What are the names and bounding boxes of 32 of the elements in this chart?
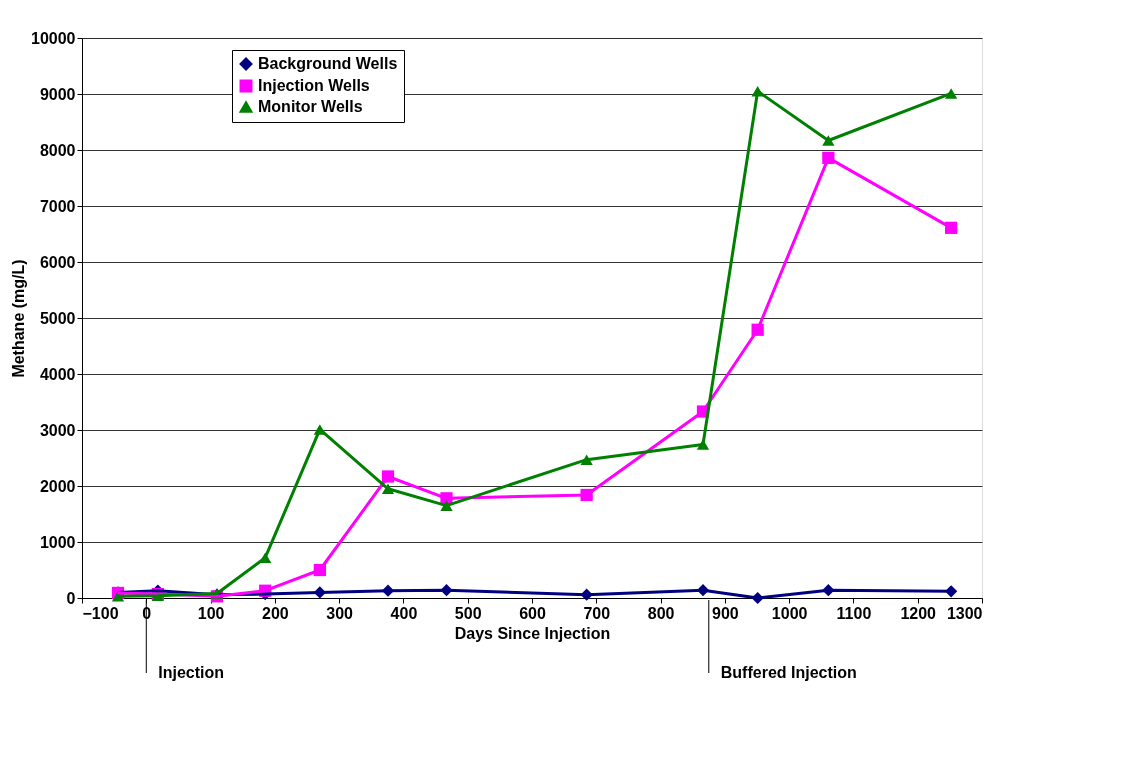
y-tick-label: 0: [66, 589, 76, 607]
ref-line-label: Injection: [158, 664, 225, 681]
legend-label: Injection Wells: [258, 77, 370, 94]
y-tick-label: 7000: [39, 197, 76, 215]
y-tick-label: 9000: [39, 85, 76, 103]
x-tick-label: 900: [712, 604, 739, 622]
x-tick-label: 300: [326, 604, 354, 622]
x-tick-label: 600: [519, 604, 546, 622]
y-tick-label: 5000: [39, 309, 76, 327]
x-tick-label: 1300: [946, 604, 983, 622]
x-tick-label: 1100: [836, 604, 872, 622]
legend-label: Background Wells: [258, 55, 398, 72]
y-tick-label: 8000: [39, 141, 76, 159]
x-tick-label: −100: [82, 604, 119, 622]
legend-label: Monitor Wells: [258, 98, 363, 115]
y-axis-title: Methane (mg/L): [10, 259, 28, 378]
y-tick-label: 1000: [39, 533, 76, 551]
x-tick-label: 400: [390, 604, 418, 622]
y-tick-label: 3000: [39, 421, 76, 439]
x-tick-label: 700: [583, 604, 611, 622]
y-tick-label: 6000: [39, 253, 76, 271]
x-tick-label: 100: [197, 604, 225, 622]
ref-line-label: Buffered Injection: [720, 664, 857, 681]
y-tick-label: 10000: [31, 29, 76, 47]
x-tick-label: 1000: [771, 604, 808, 622]
y-tick-label: 2000: [39, 477, 76, 495]
y-tick-label: 4000: [39, 365, 76, 383]
x-tick-label: 1200: [900, 604, 937, 622]
x-tick-label: 800: [647, 604, 675, 622]
x-tick-label: 500: [454, 604, 482, 622]
x-tick-label: 200: [262, 604, 289, 622]
x-axis-title: Days Since Injection: [454, 624, 611, 642]
